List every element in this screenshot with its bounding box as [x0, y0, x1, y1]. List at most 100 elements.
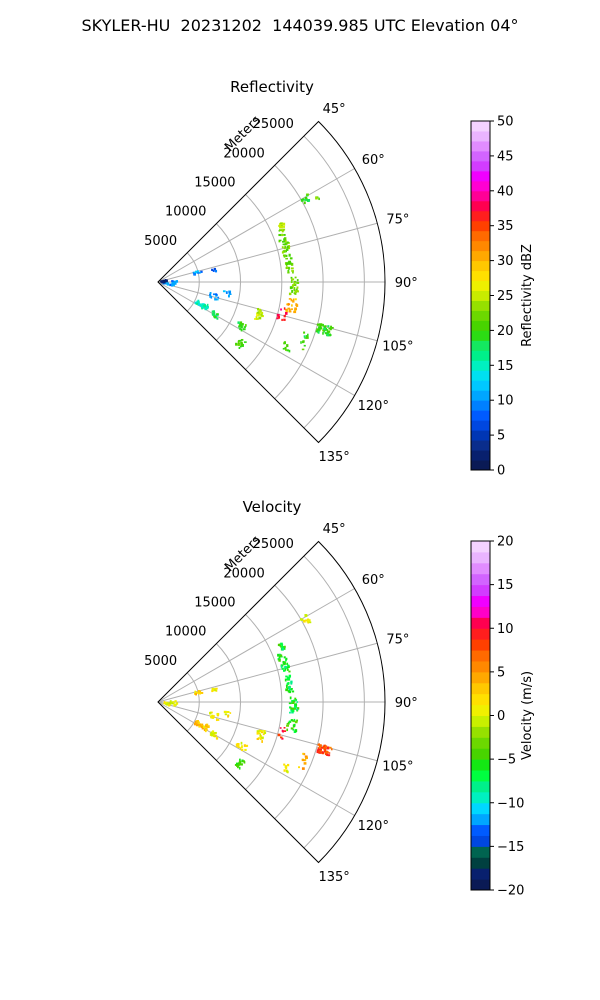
echo-point — [324, 752, 327, 756]
colorbar-tick-label: 10 — [497, 622, 514, 637]
echo-point — [288, 309, 291, 312]
echo-point — [277, 733, 281, 737]
grid-spoke — [157, 642, 378, 703]
echo-point — [198, 721, 200, 725]
echo-point — [236, 762, 239, 766]
echo-point — [287, 307, 290, 310]
echo-point — [280, 224, 283, 228]
angle-tick-label: 75° — [386, 212, 409, 227]
echo-point — [283, 342, 286, 345]
echo-region — [163, 700, 179, 707]
echo-point — [169, 700, 172, 703]
echo-point — [215, 314, 219, 316]
echo-point — [286, 685, 288, 689]
radial-tick-label: 5000 — [144, 234, 177, 249]
colorbar-tick-label: 0 — [497, 464, 505, 479]
echo-point — [285, 308, 288, 311]
echo-point — [283, 256, 286, 258]
echo-point — [194, 301, 197, 305]
colorbar-tick-label: 10 — [497, 394, 514, 409]
echo-point — [243, 341, 247, 343]
colorbar-segment — [471, 780, 490, 793]
echo-point — [197, 270, 199, 273]
echo-point — [285, 254, 288, 257]
echo-point — [290, 727, 294, 730]
echo-region — [194, 689, 204, 696]
echo-point — [304, 337, 308, 339]
echo-point — [284, 665, 287, 669]
echo-point — [284, 243, 287, 246]
echo-point — [285, 657, 288, 660]
colorbar-segment — [471, 320, 490, 331]
echo-point — [240, 328, 243, 332]
panel-title: Velocity — [243, 498, 302, 516]
colorbar-tick-label: 40 — [497, 184, 514, 199]
echo-point — [257, 311, 261, 314]
angle-tick-label: 90° — [395, 696, 418, 711]
echo-region — [254, 307, 264, 320]
polar-plot: 45° 60° 75° 90° 105° 120° 135° 5000 10000 15000 20… — [144, 102, 418, 465]
echo-point — [241, 323, 244, 326]
echo-region — [282, 253, 295, 274]
echo-data — [163, 614, 333, 774]
echo-point — [290, 299, 293, 302]
echo-point — [170, 701, 173, 705]
echo-point — [291, 700, 294, 703]
echo-point — [316, 328, 319, 331]
echo-point — [283, 307, 286, 310]
echo-point — [210, 733, 214, 736]
echo-point — [239, 762, 242, 766]
echo-point — [302, 752, 305, 755]
echo-region — [276, 307, 288, 322]
echo-point — [212, 732, 216, 735]
echo-point — [290, 267, 294, 270]
echo-point — [206, 725, 210, 728]
colorbar-segment — [471, 121, 490, 132]
echo-point — [238, 324, 241, 328]
colorbar-segment — [471, 857, 490, 869]
colorbar-segment — [471, 628, 490, 640]
echo-point — [211, 687, 215, 691]
echo-point — [260, 315, 264, 318]
angle-tick-label: 75° — [386, 632, 409, 647]
echo-region — [223, 710, 232, 718]
echo-point — [282, 347, 285, 350]
echo-point — [195, 693, 197, 696]
echo-point — [228, 291, 231, 294]
echo-point — [283, 727, 286, 729]
echo-point — [316, 749, 319, 752]
echo-point — [256, 737, 259, 741]
echo-point — [235, 744, 238, 747]
echo-point — [285, 248, 289, 251]
echo-point — [276, 317, 279, 320]
echo-point — [223, 710, 227, 714]
echo-point — [278, 239, 282, 242]
echo-point — [304, 755, 308, 758]
colorbar-segment — [471, 250, 490, 262]
colorbar-segment — [471, 440, 490, 451]
colorbar-segment — [471, 140, 490, 152]
echo-point — [289, 696, 292, 700]
echo-point — [301, 348, 305, 351]
echo-point — [288, 349, 291, 353]
echo-point — [285, 766, 288, 770]
echo-point — [286, 241, 289, 244]
echo-point — [288, 686, 291, 690]
echo-point — [213, 735, 216, 738]
echo-point — [196, 720, 200, 722]
echo-point — [306, 620, 310, 623]
echo-point — [281, 318, 283, 322]
echo-point — [302, 759, 306, 762]
colorbar-segment — [471, 682, 490, 695]
colorbar-segment — [471, 330, 490, 341]
echo-point — [284, 346, 287, 350]
echo-point — [284, 678, 287, 682]
echo-point — [175, 704, 177, 706]
echo-point — [293, 718, 296, 722]
sector-outline — [157, 540, 386, 864]
echo-point — [195, 723, 199, 727]
echo-point — [211, 310, 215, 313]
echo-point — [287, 682, 290, 685]
echo-point — [322, 332, 324, 335]
echo-point — [324, 751, 328, 754]
